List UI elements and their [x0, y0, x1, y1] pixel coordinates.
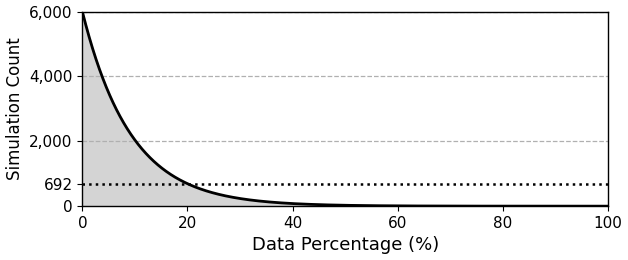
- Y-axis label: Simulation Count: Simulation Count: [6, 37, 24, 180]
- X-axis label: Data Percentage (%): Data Percentage (%): [252, 236, 439, 255]
